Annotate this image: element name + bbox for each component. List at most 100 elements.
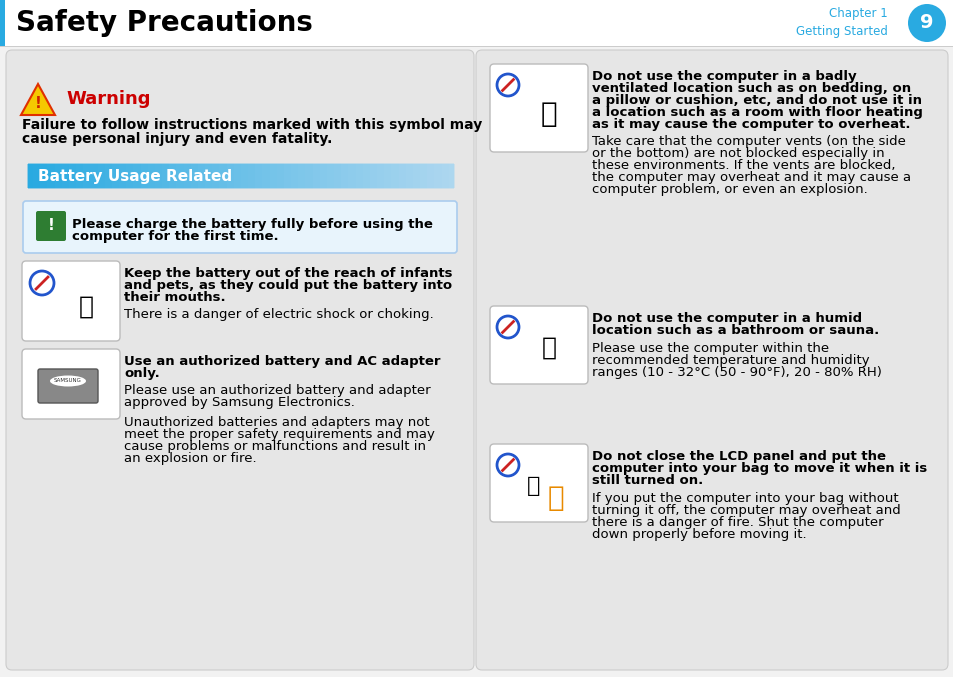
Text: or the bottom) are not blocked especially in: or the bottom) are not blocked especiall… bbox=[592, 147, 883, 160]
Text: 🛋: 🛋 bbox=[540, 100, 557, 128]
Bar bbox=[119, 162, 127, 190]
Bar bbox=[434, 162, 442, 190]
Bar bbox=[162, 162, 171, 190]
Bar bbox=[313, 162, 320, 190]
Text: Failure to follow instructions marked with this symbol may: Failure to follow instructions marked wi… bbox=[22, 118, 482, 132]
Text: meet the proper safety requirements and may: meet the proper safety requirements and … bbox=[124, 428, 435, 441]
Text: Battery Usage Related: Battery Usage Related bbox=[38, 169, 232, 183]
Text: their mouths.: their mouths. bbox=[124, 291, 226, 304]
Bar bbox=[0, 46, 953, 47]
Text: computer for the first time.: computer for the first time. bbox=[71, 230, 278, 243]
Text: Unauthorized batteries and adapters may not: Unauthorized batteries and adapters may … bbox=[124, 416, 429, 429]
Bar bbox=[362, 162, 371, 190]
Bar bbox=[0, 0, 5, 46]
Bar bbox=[341, 162, 349, 190]
Bar bbox=[376, 162, 385, 190]
Text: Safety Precautions: Safety Precautions bbox=[16, 9, 313, 37]
Bar bbox=[83, 162, 91, 190]
Bar bbox=[97, 162, 106, 190]
Bar bbox=[169, 162, 177, 190]
Bar bbox=[384, 162, 392, 190]
FancyBboxPatch shape bbox=[22, 261, 120, 341]
Circle shape bbox=[907, 4, 945, 42]
Circle shape bbox=[497, 74, 518, 96]
FancyBboxPatch shape bbox=[23, 201, 456, 253]
Text: these environments. If the vents are blocked,: these environments. If the vents are blo… bbox=[592, 159, 895, 172]
Text: 🖥: 🖥 bbox=[541, 336, 556, 360]
Bar bbox=[198, 162, 206, 190]
Bar bbox=[54, 162, 63, 190]
Bar bbox=[205, 162, 213, 190]
Bar bbox=[154, 162, 163, 190]
Bar bbox=[370, 162, 377, 190]
Bar bbox=[262, 162, 271, 190]
Text: cause problems or malfunctions and result in: cause problems or malfunctions and resul… bbox=[124, 440, 426, 453]
FancyBboxPatch shape bbox=[22, 349, 120, 419]
Text: down properly before moving it.: down properly before moving it. bbox=[592, 528, 806, 541]
Ellipse shape bbox=[50, 376, 86, 387]
Text: Do not use the computer in a badly: Do not use the computer in a badly bbox=[592, 70, 856, 83]
Bar bbox=[184, 162, 192, 190]
Bar bbox=[227, 162, 234, 190]
Text: 9: 9 bbox=[920, 14, 933, 32]
Text: an explosion or fire.: an explosion or fire. bbox=[124, 452, 256, 465]
Text: only.: only. bbox=[124, 367, 159, 380]
Bar bbox=[298, 162, 306, 190]
Text: and pets, as they could put the battery into: and pets, as they could put the battery … bbox=[124, 279, 452, 292]
Bar bbox=[427, 162, 435, 190]
FancyBboxPatch shape bbox=[36, 211, 66, 241]
Text: turning it off, the computer may overheat and: turning it off, the computer may overhea… bbox=[592, 504, 900, 517]
Bar bbox=[319, 162, 328, 190]
Bar bbox=[69, 162, 77, 190]
Text: !: ! bbox=[48, 219, 54, 234]
Text: the computer may overheat and it may cause a: the computer may overheat and it may cau… bbox=[592, 171, 910, 184]
Text: there is a danger of fire. Shut the computer: there is a danger of fire. Shut the comp… bbox=[592, 516, 882, 529]
Bar bbox=[62, 162, 70, 190]
Text: Keep the battery out of the reach of infants: Keep the battery out of the reach of inf… bbox=[124, 267, 452, 280]
Text: SAMSUNG: SAMSUNG bbox=[54, 378, 82, 383]
Bar bbox=[276, 162, 285, 190]
Text: Do not close the LCD panel and put the: Do not close the LCD panel and put the bbox=[592, 450, 885, 463]
FancyBboxPatch shape bbox=[38, 369, 98, 403]
FancyBboxPatch shape bbox=[476, 50, 947, 670]
Text: a pillow or cushion, etc, and do not use it in: a pillow or cushion, etc, and do not use… bbox=[592, 94, 921, 107]
Bar bbox=[270, 162, 277, 190]
Circle shape bbox=[30, 271, 54, 295]
Bar bbox=[398, 162, 406, 190]
Text: cause personal injury and even fatality.: cause personal injury and even fatality. bbox=[22, 132, 332, 146]
Bar bbox=[233, 162, 242, 190]
Text: Please use an authorized battery and adapter: Please use an authorized battery and ada… bbox=[124, 384, 430, 397]
Text: !: ! bbox=[34, 97, 41, 112]
Text: Use an authorized battery and AC adapter: Use an authorized battery and AC adapter bbox=[124, 355, 440, 368]
Bar bbox=[327, 162, 335, 190]
Bar bbox=[91, 162, 98, 190]
Bar bbox=[112, 162, 120, 190]
Text: Getting Started: Getting Started bbox=[796, 26, 887, 39]
Text: Do not use the computer in a humid: Do not use the computer in a humid bbox=[592, 312, 862, 325]
Bar bbox=[76, 162, 84, 190]
Text: Warning: Warning bbox=[66, 90, 151, 108]
Bar bbox=[419, 162, 428, 190]
Bar bbox=[48, 162, 55, 190]
Bar bbox=[191, 162, 199, 190]
Circle shape bbox=[497, 454, 518, 476]
Text: Chapter 1: Chapter 1 bbox=[828, 7, 887, 20]
Bar bbox=[413, 162, 420, 190]
Text: ranges (10 - 32°C (50 - 90°F), 20 - 80% RH): ranges (10 - 32°C (50 - 90°F), 20 - 80% … bbox=[592, 366, 881, 379]
Bar bbox=[126, 162, 134, 190]
FancyBboxPatch shape bbox=[490, 444, 587, 522]
Bar bbox=[176, 162, 185, 190]
Bar bbox=[33, 162, 41, 190]
Text: ⏻: ⏻ bbox=[547, 484, 564, 512]
Bar bbox=[255, 162, 263, 190]
Bar bbox=[405, 162, 414, 190]
Bar bbox=[105, 162, 112, 190]
Bar bbox=[448, 162, 456, 190]
Bar bbox=[248, 162, 256, 190]
Bar bbox=[355, 162, 363, 190]
Bar bbox=[291, 162, 299, 190]
Circle shape bbox=[497, 316, 518, 338]
Text: a location such as a room with floor heating: a location such as a room with floor hea… bbox=[592, 106, 922, 119]
Bar bbox=[140, 162, 149, 190]
Text: Take care that the computer vents (on the side: Take care that the computer vents (on th… bbox=[592, 135, 905, 148]
